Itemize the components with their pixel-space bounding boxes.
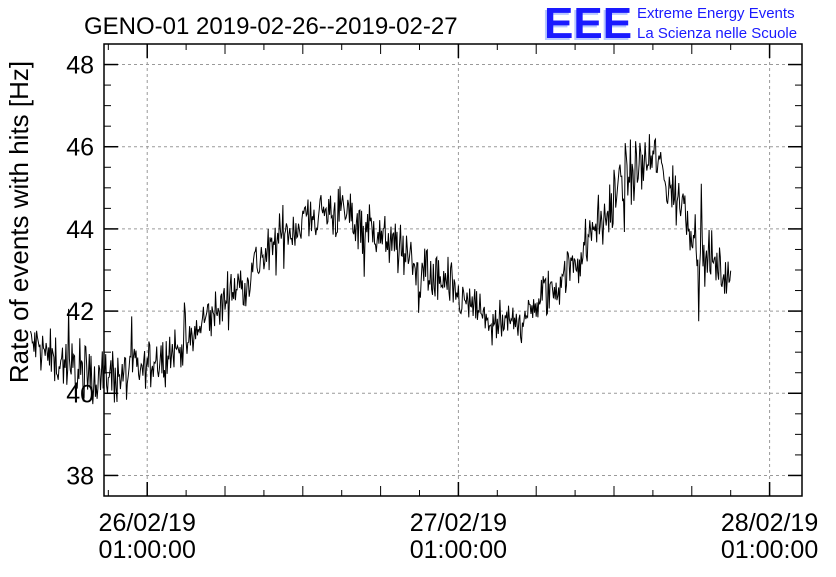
y-tick-label: 44 [66,216,94,244]
eee-logo: EEE EEE Extreme Energy Events La Scienza… [542,0,797,50]
chart-title: GENO-01 2019-02-26--2019-02-27 [84,13,458,40]
eee-logo-line1: Extreme Energy Events [637,5,795,22]
y-tick-label: 38 [66,462,94,490]
y-tick-label: 48 [66,52,94,80]
label-layer: 38404244464826/02/1901:00:0027/02/1901:0… [66,52,818,564]
eee-logo-text: EEE [544,0,632,48]
y-axis-title: Rate of events with hits [Hz] [4,61,34,383]
x-tick-label-date: 28/02/19 [721,509,818,537]
y-tick-label: 42 [66,298,94,326]
eee-logo-shadow: EEE [542,1,630,50]
tick-layer [104,43,802,497]
x-tick-label-time: 01:00:00 [721,536,818,564]
data-layer [30,134,732,405]
y-tick-label: 40 [66,380,94,408]
series-line [30,134,732,405]
x-tick-label-date: 26/02/19 [99,509,196,537]
eee-logo-line2: La Scienza nelle Scuole [637,25,797,42]
y-tick-label: 46 [66,134,94,162]
x-tick-label-time: 01:00:00 [410,536,507,564]
x-tick-label-date: 27/02/19 [410,509,507,537]
x-tick-label-time: 01:00:00 [99,536,196,564]
